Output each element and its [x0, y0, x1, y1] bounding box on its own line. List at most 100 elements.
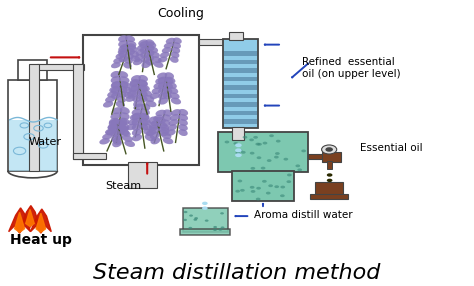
Circle shape — [280, 194, 285, 197]
Ellipse shape — [118, 86, 128, 93]
Bar — [322, 152, 341, 162]
Ellipse shape — [111, 81, 120, 88]
Ellipse shape — [144, 95, 154, 102]
Ellipse shape — [153, 115, 164, 121]
Ellipse shape — [108, 123, 118, 130]
Bar — [83, 35, 199, 165]
Ellipse shape — [118, 45, 128, 52]
Ellipse shape — [126, 124, 137, 130]
Ellipse shape — [160, 124, 169, 131]
Bar — [224, 102, 257, 107]
Bar — [315, 182, 343, 196]
Circle shape — [301, 150, 306, 152]
Bar — [232, 127, 244, 140]
Ellipse shape — [119, 112, 130, 120]
Ellipse shape — [105, 96, 115, 103]
Circle shape — [189, 214, 193, 217]
Circle shape — [251, 190, 255, 193]
Ellipse shape — [139, 41, 149, 48]
Ellipse shape — [124, 57, 133, 64]
Ellipse shape — [120, 107, 130, 114]
Ellipse shape — [119, 128, 129, 136]
Ellipse shape — [163, 137, 173, 144]
Bar — [229, 32, 243, 39]
Ellipse shape — [168, 87, 178, 94]
Ellipse shape — [119, 123, 129, 130]
Ellipse shape — [132, 123, 142, 131]
Circle shape — [262, 180, 267, 183]
Text: Heat up: Heat up — [10, 233, 72, 247]
Ellipse shape — [143, 129, 154, 136]
Ellipse shape — [132, 118, 142, 125]
Ellipse shape — [128, 119, 138, 125]
Circle shape — [276, 140, 281, 142]
Polygon shape — [15, 212, 25, 232]
Ellipse shape — [138, 39, 148, 46]
Ellipse shape — [173, 37, 182, 44]
Ellipse shape — [108, 124, 118, 130]
Ellipse shape — [146, 39, 155, 46]
Ellipse shape — [114, 133, 123, 140]
Ellipse shape — [145, 134, 155, 141]
Bar — [180, 229, 230, 235]
Ellipse shape — [150, 137, 160, 144]
Bar — [199, 39, 225, 45]
Bar — [308, 154, 324, 159]
Bar — [224, 86, 257, 90]
Circle shape — [268, 184, 273, 187]
Polygon shape — [9, 208, 30, 233]
Ellipse shape — [138, 80, 148, 87]
Ellipse shape — [110, 119, 121, 125]
Bar — [327, 161, 332, 169]
Bar — [182, 208, 228, 232]
Circle shape — [220, 212, 224, 214]
Ellipse shape — [155, 117, 166, 124]
Ellipse shape — [162, 47, 172, 53]
Ellipse shape — [140, 118, 151, 125]
Ellipse shape — [113, 57, 123, 64]
Bar — [8, 80, 57, 171]
Ellipse shape — [141, 104, 150, 110]
Ellipse shape — [103, 101, 113, 108]
Ellipse shape — [110, 71, 120, 78]
Ellipse shape — [110, 112, 121, 120]
Ellipse shape — [161, 119, 170, 126]
Circle shape — [237, 180, 242, 182]
Ellipse shape — [150, 51, 160, 58]
Ellipse shape — [118, 55, 128, 62]
Ellipse shape — [110, 76, 120, 83]
Ellipse shape — [116, 53, 125, 59]
Ellipse shape — [139, 84, 150, 91]
Text: Water: Water — [29, 137, 62, 147]
Ellipse shape — [148, 116, 158, 124]
Circle shape — [184, 211, 188, 213]
Ellipse shape — [171, 109, 181, 116]
Ellipse shape — [118, 40, 128, 47]
Ellipse shape — [119, 81, 128, 88]
Bar — [29, 64, 39, 171]
Ellipse shape — [171, 51, 179, 58]
Ellipse shape — [164, 82, 173, 89]
Ellipse shape — [166, 38, 175, 44]
Circle shape — [202, 206, 208, 210]
Ellipse shape — [151, 120, 161, 126]
Circle shape — [234, 142, 238, 145]
Text: Steam: Steam — [106, 181, 142, 191]
Ellipse shape — [120, 43, 130, 50]
Text: Aroma distill water: Aroma distill water — [254, 210, 352, 220]
Circle shape — [219, 229, 222, 231]
Ellipse shape — [139, 124, 148, 130]
Ellipse shape — [132, 109, 142, 115]
Ellipse shape — [167, 124, 177, 131]
Ellipse shape — [160, 52, 170, 58]
Circle shape — [193, 219, 197, 221]
Ellipse shape — [138, 90, 147, 97]
Circle shape — [225, 141, 229, 143]
Circle shape — [243, 136, 247, 139]
Circle shape — [240, 189, 245, 192]
Polygon shape — [30, 209, 51, 233]
Circle shape — [221, 227, 225, 229]
Bar — [9, 120, 57, 171]
Circle shape — [321, 145, 337, 154]
Ellipse shape — [111, 92, 121, 99]
